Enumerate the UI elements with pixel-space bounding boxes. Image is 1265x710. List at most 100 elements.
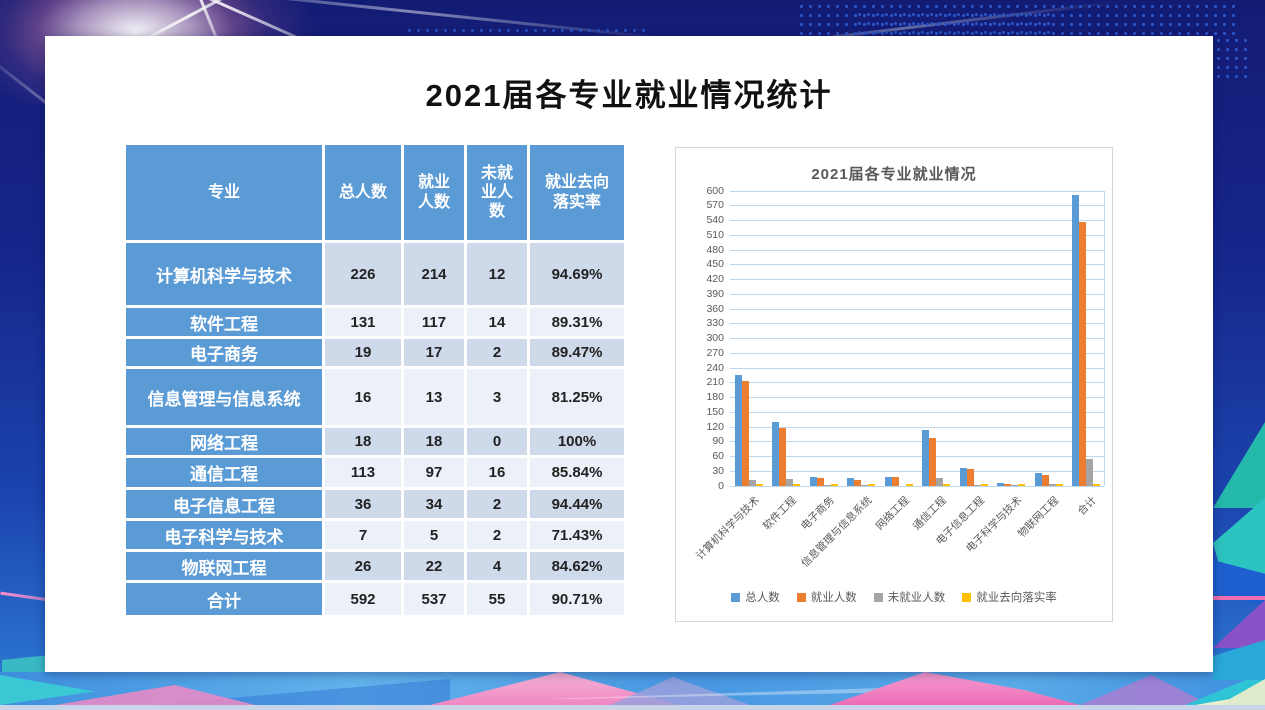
bar [1018, 484, 1026, 486]
column-header: 总人数 [325, 145, 401, 240]
gridline [730, 323, 1104, 325]
legend-label: 就业人数 [810, 592, 857, 604]
employed-cell: 214 [404, 243, 464, 305]
employed-cell: 22 [404, 552, 464, 580]
x-axis-tick-label: 计算机科学与技术 [693, 494, 762, 563]
table-row: 网络工程 18 18 0 100% [126, 428, 624, 455]
bar [854, 479, 862, 486]
triangle-decor [830, 672, 1080, 705]
table-header: 专业 总人数 就业 人数 未就 业人 数就业去向 落实率 [126, 145, 624, 240]
y-axis-tick-label: 90 [712, 435, 724, 448]
rate-cell: 84.62% [530, 552, 624, 580]
dot-map-decor [797, 2, 1237, 36]
y-axis-tick-label: 360 [706, 302, 724, 315]
employed-cell: 97 [404, 458, 464, 487]
triangle-decor [150, 679, 450, 705]
bar [1072, 194, 1080, 486]
major-cell: 电子信息工程 [126, 490, 322, 518]
employment-table: 专业 总人数 就业 人数 未就 业人 数就业去向 落实率 计算机科学与技术 226 214… [123, 142, 627, 618]
bar [868, 484, 876, 486]
column-header: 就业去向 落实率 [530, 145, 624, 240]
bar [734, 374, 742, 486]
major-cell: 信息管理与信息系统 [126, 369, 322, 425]
major-cell: 电子科学与技术 [126, 521, 322, 549]
major-cell: 电子商务 [126, 339, 322, 366]
gridline [730, 382, 1104, 384]
bar [1093, 484, 1101, 486]
total-cell: 16 [325, 369, 401, 425]
gridline [730, 234, 1104, 236]
bar [929, 438, 937, 486]
column-header: 专业 [126, 145, 322, 240]
unemployed-cell: 0 [467, 428, 527, 455]
major-cell: 计算机科学与技术 [126, 243, 322, 305]
employed-cell: 117 [404, 308, 464, 336]
bar [779, 428, 787, 486]
employed-cell: 17 [404, 339, 464, 366]
legend-swatch [873, 592, 883, 602]
table-row: 合计 592 537 55 90.71% [126, 583, 624, 615]
triangle-decor [1080, 675, 1210, 705]
bar [943, 484, 951, 486]
table-row: 计算机科学与技术 226 214 12 94.69% [126, 243, 624, 305]
bar [861, 484, 869, 486]
y-axis-tick-label: 480 [706, 243, 724, 256]
y-axis-tick-label: 390 [706, 287, 724, 300]
gridline [730, 470, 1104, 472]
table-row: 电子科学与技术 7 5 2 71.43% [126, 521, 624, 549]
bar [847, 478, 855, 486]
y-axis-tick-label: 540 [706, 214, 724, 226]
legend-label: 就业去向落实率 [976, 592, 1057, 604]
gridline [730, 205, 1104, 207]
rate-cell: 81.25% [530, 369, 624, 425]
bar [823, 485, 831, 486]
y-axis-tick-label: 270 [706, 346, 724, 359]
bar [891, 477, 899, 486]
y-axis-tick-label: 510 [706, 228, 724, 241]
gridline [730, 352, 1104, 354]
legend-swatch [796, 592, 806, 602]
bar [1041, 475, 1049, 486]
chart-legend: 总人数 就业人数 未就业人数 就业去向落实率 [676, 589, 1112, 605]
y-axis-tick-label: 300 [706, 332, 724, 344]
y-axis-tick-label: 570 [706, 199, 724, 212]
bar [1011, 485, 1019, 486]
chart-title: 2021届各专业就业情况 [811, 166, 977, 183]
major-cell: 物联网工程 [126, 552, 322, 580]
table-row: 物联网工程 26 22 4 84.62% [126, 552, 624, 580]
y-axis-tick-label: 240 [706, 361, 724, 374]
unemployed-cell: 2 [467, 339, 527, 366]
bar [786, 479, 794, 486]
gridline [730, 249, 1104, 251]
gridline [730, 426, 1104, 428]
unemployed-cell: 2 [467, 521, 527, 549]
rate-cell: 89.47% [530, 339, 624, 366]
triangle-decor [430, 672, 680, 705]
bar [973, 485, 981, 486]
rate-cell: 85.84% [530, 458, 624, 487]
gridline [730, 220, 1104, 221]
bar [966, 469, 974, 486]
rate-cell: 100% [530, 428, 624, 455]
unemployed-cell: 3 [467, 369, 527, 425]
table-row: 电子信息工程 36 34 2 94.44% [126, 490, 624, 518]
gridline [730, 411, 1104, 413]
page-title: 2021届各专业就业情况统计 [425, 78, 833, 113]
y-axis-tick-label: 150 [706, 405, 724, 418]
legend-swatch [731, 592, 741, 602]
triangle-decor [610, 677, 750, 705]
major-cell: 软件工程 [126, 308, 322, 336]
rate-cell: 89.31% [530, 308, 624, 336]
x-axis-tick-label: 网络工程 [873, 494, 912, 533]
legend-item: 总人数 [731, 589, 780, 605]
total-cell: 19 [325, 339, 401, 366]
bar [816, 477, 824, 486]
bar [793, 484, 801, 486]
gridline [730, 308, 1104, 310]
y-axis-tick-label: 0 [718, 479, 724, 492]
employment-chart: 2021届各专业就业情况 总人数 就业人数 未就业人数 就业去向落实率 0 30 60 90… [675, 147, 1113, 622]
bar [741, 380, 749, 486]
y-axis-tick-label: 210 [706, 376, 724, 389]
legend-item: 就业去向落实率 [962, 589, 1057, 605]
employed-cell: 537 [404, 583, 464, 615]
